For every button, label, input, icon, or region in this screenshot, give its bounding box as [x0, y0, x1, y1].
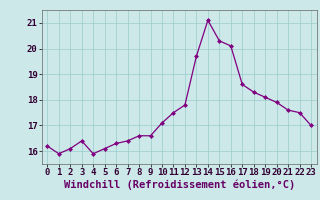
X-axis label: Windchill (Refroidissement éolien,°C): Windchill (Refroidissement éolien,°C) — [64, 180, 295, 190]
